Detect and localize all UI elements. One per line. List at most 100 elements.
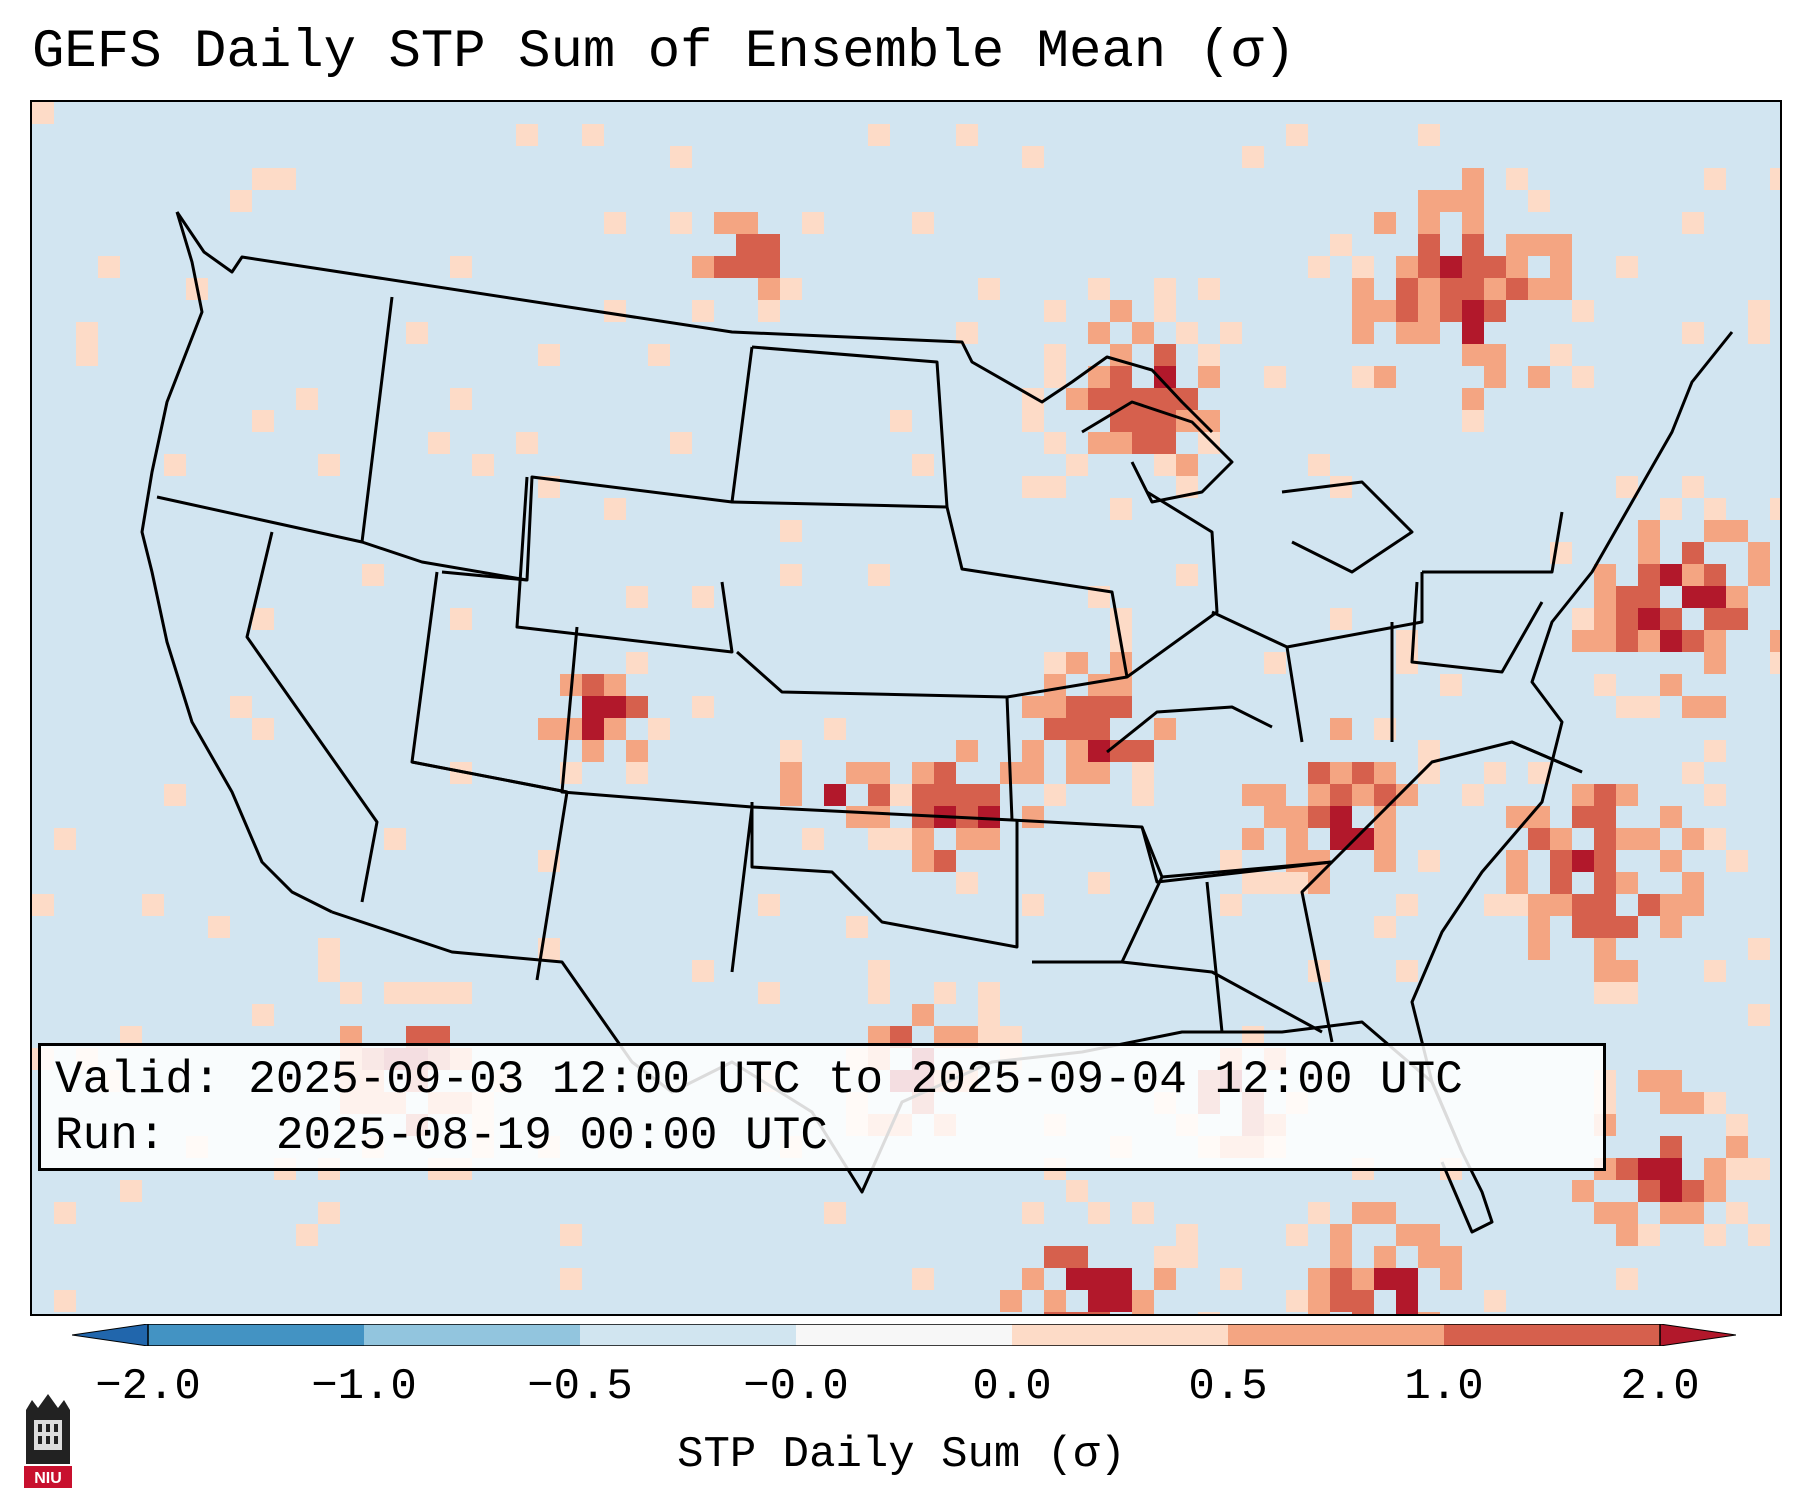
anomaly-cell (604, 498, 626, 520)
anomaly-cell (1704, 1224, 1726, 1246)
anomaly-cell (1110, 498, 1132, 520)
anomaly-cell (1594, 960, 1616, 982)
anomaly-cell (142, 894, 164, 916)
anomaly-cell (1396, 278, 1418, 300)
anomaly-cell (1176, 1224, 1198, 1246)
anomaly-cell (1660, 894, 1682, 916)
anomaly-cell (1220, 894, 1242, 916)
anomaly-cell (1660, 916, 1682, 938)
anomaly-cell (1396, 960, 1418, 982)
anomaly-cell (1638, 696, 1660, 718)
anomaly-cell (1682, 894, 1704, 916)
anomaly-cell (1484, 278, 1506, 300)
anomaly-cell (1528, 190, 1550, 212)
anomaly-cell (1462, 234, 1484, 256)
anomaly-cell (1198, 410, 1220, 432)
anomaly-cell (1440, 278, 1462, 300)
anomaly-cell (98, 256, 120, 278)
anomaly-cell (1374, 828, 1396, 850)
anomaly-cell (1396, 1312, 1418, 1314)
anomaly-cell (516, 124, 538, 146)
anomaly-cell (1110, 1268, 1132, 1290)
anomaly-cell (1682, 762, 1704, 784)
anomaly-cell (802, 212, 824, 234)
anomaly-cell (1022, 740, 1044, 762)
anomaly-cell (868, 828, 890, 850)
anomaly-cell (1352, 366, 1374, 388)
anomaly-cell (912, 828, 934, 850)
anomaly-cell (406, 982, 428, 1004)
anomaly-cell (120, 1180, 142, 1202)
anomaly-cell (1308, 784, 1330, 806)
anomaly-cell (1374, 366, 1396, 388)
anomaly-cell (1682, 1092, 1704, 1114)
anomaly-cell (692, 300, 714, 322)
anomaly-cell (1506, 168, 1528, 190)
anomaly-cell (1286, 1224, 1308, 1246)
anomaly-cell (1330, 762, 1352, 784)
anomaly-cell (428, 1026, 450, 1048)
anomaly-cell (670, 146, 692, 168)
anomaly-cell (1418, 278, 1440, 300)
anomaly-cell (252, 168, 274, 190)
anomaly-cell (1616, 982, 1638, 1004)
anomaly-cell (1682, 586, 1704, 608)
anomaly-cell (956, 322, 978, 344)
anomaly-cell (1352, 762, 1374, 784)
anomaly-cell (1242, 872, 1264, 894)
anomaly-cell (1594, 872, 1616, 894)
anomaly-cell (120, 1026, 142, 1048)
anomaly-cell (890, 410, 912, 432)
anomaly-cell (1704, 1092, 1726, 1114)
anomaly-cell (582, 740, 604, 762)
anomaly-cell (1418, 124, 1440, 146)
anomaly-cell (538, 718, 560, 740)
anomaly-cell (340, 982, 362, 1004)
anomaly-cell (846, 806, 868, 828)
anomaly-cell (1088, 872, 1110, 894)
anomaly-cell (1154, 718, 1176, 740)
anomaly-cell (1748, 564, 1770, 586)
anomaly-cell (1154, 454, 1176, 476)
anomaly-cell (1726, 1136, 1748, 1158)
anomaly-cell (1528, 828, 1550, 850)
anomaly-cell (1594, 828, 1616, 850)
colorbar-segment-minus1-minus05 (364, 1324, 580, 1346)
anomaly-cell (1550, 850, 1572, 872)
anomaly-cell (1770, 652, 1780, 674)
anomaly-cell (1616, 872, 1638, 894)
anomaly-cell (1726, 608, 1748, 630)
anomaly-cell (1572, 916, 1594, 938)
anomaly-cell (1022, 762, 1044, 784)
anomaly-cell (1242, 146, 1264, 168)
anomaly-cell (604, 718, 626, 740)
anomaly-cell (846, 916, 868, 938)
anomaly-cell (1308, 806, 1330, 828)
anomaly-cell (978, 982, 1000, 1004)
anomaly-cell (1154, 1246, 1176, 1268)
colorbar-high-extension (1659, 1324, 1736, 1346)
anomaly-cell (1352, 1290, 1374, 1312)
anomaly-cell (1572, 850, 1594, 872)
anomaly-cell (934, 762, 956, 784)
anomaly-cell (978, 278, 1000, 300)
anomaly-cell (736, 234, 758, 256)
anomaly-cell (1528, 806, 1550, 828)
valid-label: Valid: (55, 1054, 221, 1106)
anomaly-cell (1440, 674, 1462, 696)
anomaly-cell (1418, 850, 1440, 872)
anomaly-cell (1044, 300, 1066, 322)
anomaly-cell (1088, 740, 1110, 762)
anomaly-cell (1066, 1246, 1088, 1268)
anomaly-cell (780, 762, 802, 784)
anomaly-cell (912, 1268, 934, 1290)
anomaly-cell (1264, 652, 1286, 674)
anomaly-cell (1594, 608, 1616, 630)
anomaly-cell (1308, 850, 1330, 872)
anomaly-cell (582, 674, 604, 696)
anomaly-cell (1286, 828, 1308, 850)
anomaly-cell (582, 718, 604, 740)
anomaly-cell (230, 696, 252, 718)
niu-logo-icon: NIU (24, 1394, 72, 1488)
anomaly-cell (1330, 828, 1352, 850)
